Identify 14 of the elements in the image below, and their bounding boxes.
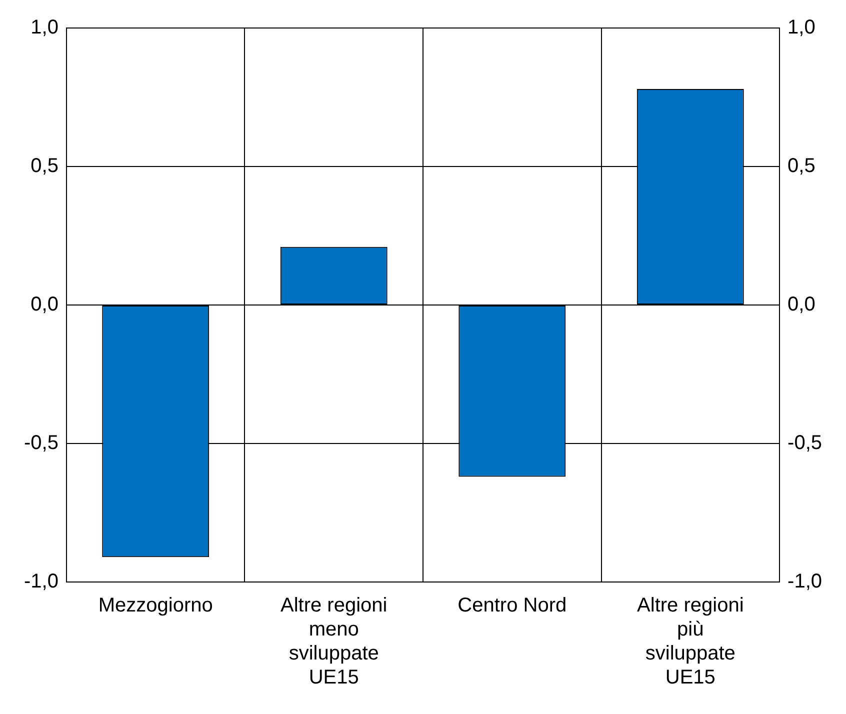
y2-tick-label: 1,0 <box>788 16 816 39</box>
x-tick-label: Centro Nord <box>458 594 567 617</box>
y-tick-label: 1,0 <box>30 16 58 39</box>
y2-tick-label: 0,0 <box>788 294 816 316</box>
x-tick-label: Altre regioni più sviluppate UE15 <box>637 594 744 689</box>
y-tick-label: -1,0 <box>24 570 58 593</box>
x-tick-label: Mezzogiorno <box>98 594 213 617</box>
y2-tick-label: 0,5 <box>788 155 816 178</box>
y2-tick-label: -1,0 <box>788 570 822 593</box>
y-tick-label: 0,5 <box>30 155 58 178</box>
x-tick-label: Altre regioni meno sviluppate UE15 <box>280 594 388 689</box>
y-tick-label: 0,0 <box>30 294 58 316</box>
y2-tick-label: -0,5 <box>788 432 822 454</box>
y-tick-label: -0,5 <box>24 432 58 454</box>
